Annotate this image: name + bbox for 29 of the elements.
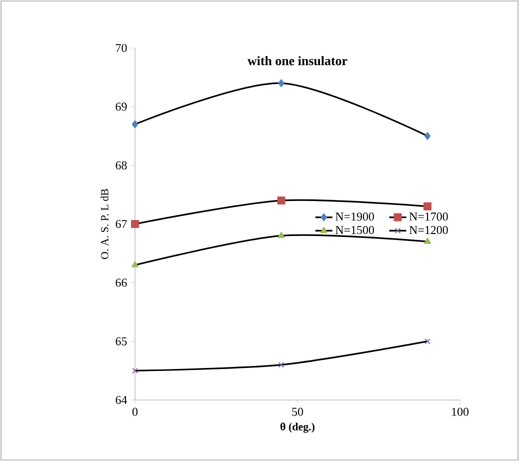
y-axis-title: O. A. S. P. L dB <box>100 189 108 260</box>
chart-title: with one insulator <box>248 56 348 66</box>
point <box>424 132 431 140</box>
y-tick-label: 66 <box>116 278 127 287</box>
legend-label: N=1900 <box>336 212 374 221</box>
point <box>131 220 140 228</box>
point <box>278 79 284 88</box>
point <box>278 232 285 238</box>
point <box>132 120 138 128</box>
point <box>131 261 139 268</box>
point <box>424 202 432 210</box>
point <box>424 238 432 244</box>
y-tick-label: 67 <box>116 220 127 228</box>
legend-label: N=1700 <box>409 212 448 221</box>
y-tick-label: 65 <box>116 337 127 346</box>
legend-label: N=1500 <box>336 226 374 234</box>
y-tick-label: 70 <box>116 44 127 52</box>
x-tick-label: 50 <box>292 408 304 416</box>
y-tick-label: 69 <box>116 102 127 111</box>
x-tick-label: 0 <box>132 408 138 416</box>
y-tick-label: 64 <box>116 396 128 404</box>
point <box>132 368 138 374</box>
point <box>277 196 286 205</box>
x-axis-title: θ (deg.) <box>280 422 314 433</box>
x-tick-label: 100 <box>452 408 469 416</box>
y-tick-label: 68 <box>116 161 127 170</box>
legend-label: N=1200 <box>409 226 448 234</box>
point <box>278 362 284 368</box>
point <box>424 338 430 344</box>
